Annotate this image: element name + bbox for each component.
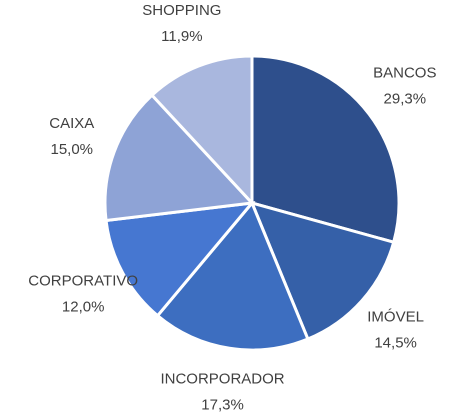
slice-label: CAIXA <box>49 115 94 132</box>
pie-slice <box>149 54 254 207</box>
slice-value: 11,9% <box>161 28 202 45</box>
slice-label: BANCOS <box>373 65 436 82</box>
pie-slice <box>249 200 396 341</box>
slice-value: 17,3% <box>201 397 244 414</box>
slice-value: 29,3% <box>384 91 427 108</box>
slice-label: IMÓVEL <box>367 308 424 325</box>
pie-slice <box>155 200 310 352</box>
slice-value: 15,0% <box>50 141 93 158</box>
slice-label: SHOPPING <box>142 2 221 19</box>
pie-slice <box>103 93 256 223</box>
pie-slice <box>250 54 401 245</box>
slice-value: 14,5% <box>374 334 417 351</box>
slice-label: INCORPORADOR <box>160 371 284 388</box>
slice-value: 12,0% <box>62 298 105 315</box>
slice-label: CORPORATIVO <box>28 272 138 289</box>
pie-slice <box>104 201 256 318</box>
